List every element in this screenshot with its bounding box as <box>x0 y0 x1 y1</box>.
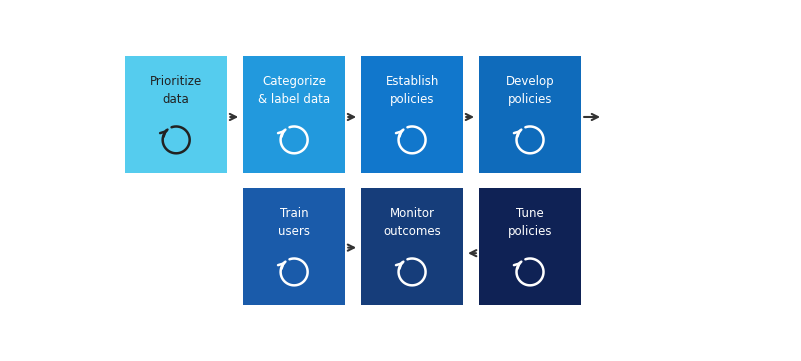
Bar <box>360 56 463 173</box>
Bar <box>360 188 463 305</box>
Bar <box>125 56 227 173</box>
Text: Develop
policies: Develop policies <box>505 75 554 106</box>
Bar <box>243 56 345 173</box>
Text: Categorize
& label data: Categorize & label data <box>258 75 330 106</box>
Text: Tune
policies: Tune policies <box>508 207 552 238</box>
Bar <box>243 188 345 305</box>
Text: Establish
policies: Establish policies <box>385 75 439 106</box>
Text: Monitor
outcomes: Monitor outcomes <box>383 207 441 238</box>
Text: Prioritize
data: Prioritize data <box>150 75 203 106</box>
Bar <box>479 188 582 305</box>
Text: Train
users: Train users <box>278 207 310 238</box>
Bar <box>479 56 582 173</box>
